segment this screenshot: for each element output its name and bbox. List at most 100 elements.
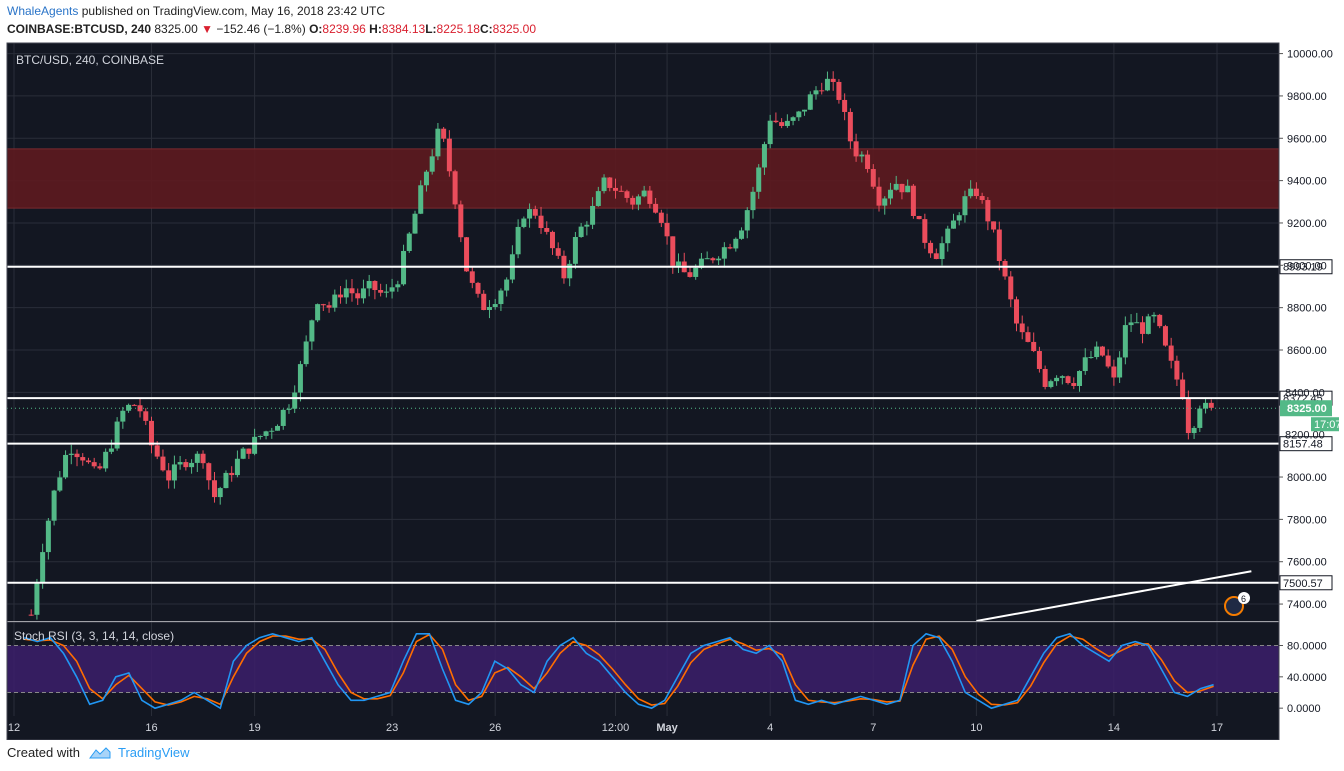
price-tick-label: 9800.00 [1287,91,1327,103]
candle-body [1191,427,1197,434]
candle-body [423,171,429,186]
candle-body [1042,368,1048,387]
candle-body [34,583,40,615]
candle-body [1065,376,1071,384]
candle-body [326,305,332,308]
candle-body [234,458,240,476]
countdown-box [1311,417,1339,432]
down-arrow-icon: ▼ [197,22,213,36]
candle-body [761,144,767,168]
candle-body [1128,322,1134,326]
open-value: 8239.96 [322,22,366,36]
candle-body [315,304,321,321]
candle-body [389,287,395,292]
candle-body [704,258,710,260]
candle-body [716,258,722,261]
candle-body [349,288,355,294]
candle-body [1054,377,1060,382]
candle-body [670,236,676,266]
candle-body [584,224,590,227]
candle-body [320,304,326,306]
candle-body [1025,332,1031,342]
candle-body [882,198,888,206]
low-label: L: [425,22,437,36]
price-tick-label: 8600.00 [1287,345,1327,357]
candle-body [269,430,275,432]
candle-body [687,272,693,277]
candle-body [996,229,1002,261]
last-price-box [1280,400,1332,417]
candle-body [160,456,166,471]
price-tick-label: 9200.00 [1287,218,1327,230]
candle-body [406,233,412,251]
price-tick-label: 8800.00 [1287,303,1327,315]
candle-body [229,472,235,476]
event-count-label: 6 [1241,594,1246,604]
candle-body [154,445,160,457]
candle-body [223,472,229,489]
candle-body [756,167,762,192]
candle-body [1031,341,1037,352]
candle-body [544,228,550,232]
high-label: H: [369,22,382,36]
candle-body [962,196,968,216]
candle-body [802,109,808,112]
candle-body [206,463,212,481]
candle-body [1059,376,1065,378]
candle-body [968,188,974,197]
candle-body [973,188,979,197]
candle-body [779,122,785,126]
candle-body [252,436,258,454]
candle-body [263,431,269,436]
candle-body [114,421,120,449]
candle-body [847,111,853,142]
candle-body [727,247,733,249]
candle-body [1014,299,1019,324]
candle-body [200,453,206,464]
candle-body [836,81,842,100]
time-tick-label: 17 [1211,722,1223,734]
close-value: 8325.00 [492,22,536,36]
candle-body [240,448,246,459]
last-price: 8325.00 [154,22,198,36]
candle-body [452,171,458,205]
candle-body [1036,351,1042,369]
candle-body [578,226,584,238]
level-label: 7500.57 [1283,578,1323,590]
author-link[interactable]: WhaleAgents [7,4,79,18]
chart-title: BTC/USD, 240, COINBASE [16,53,164,67]
candle-body [355,293,361,299]
tradingview-logo-icon [88,746,111,758]
candle-body [45,520,51,553]
tradingview-link[interactable]: TradingView [117,745,190,760]
candle-body [332,294,338,308]
candle-body [131,404,137,406]
candle-body [1094,346,1100,358]
candle-body [538,215,544,229]
time-tick-label: 10 [970,722,982,734]
candle-body [1002,260,1008,277]
candle-body [1105,355,1111,367]
candle-body [338,294,344,298]
candle-body [1197,408,1203,428]
candle-body [693,267,699,277]
candle-body [922,219,928,243]
candle-body [905,185,911,193]
candle-body [395,284,401,288]
candle-body [744,210,750,231]
candle-body [498,290,504,305]
low-value: 8225.18 [436,22,480,36]
candle-body [1077,371,1083,386]
price-chart[interactable]: 8993.198372.458157.487500.578400.008200.… [0,40,1344,740]
indicator-title: Stoch RSI (3, 3, 14, 14, close) [14,629,174,643]
axis-label-8400: 8400.00 [1285,387,1325,399]
candle-body [1082,357,1088,372]
candle-body [641,190,647,197]
candle-body [527,209,533,219]
candle-body [492,304,498,308]
candle-body [1048,381,1054,387]
candle-body [383,291,389,293]
last-price-label: 8325.00 [1287,403,1327,415]
candle-body [876,186,882,206]
candle-body [928,242,934,254]
